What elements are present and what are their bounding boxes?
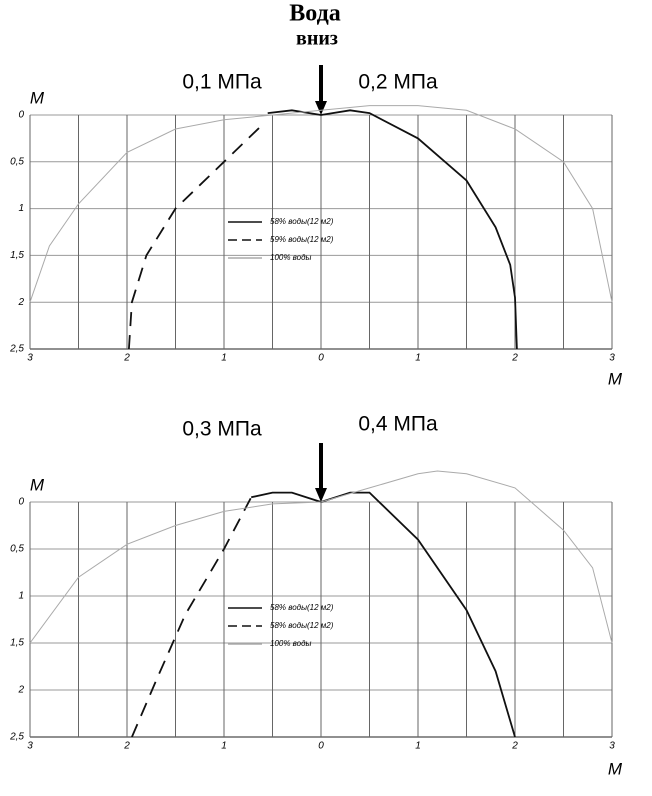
legend-label: 100% воды	[270, 639, 312, 648]
series-line	[131, 496, 252, 738]
annotation: 0,2 МПа	[358, 71, 438, 94]
header-subtitle: вниз	[296, 28, 338, 50]
x-tick-label: 3	[27, 741, 33, 752]
y-tick-label: 0,5	[10, 156, 24, 167]
legend-label: 58% воды(12 м2)	[270, 603, 334, 612]
y-tick-label: 0,5	[10, 544, 24, 555]
series-line	[128, 123, 264, 350]
x-tick-label: 1	[221, 741, 227, 752]
legend-label: 58% воды(12 м2)	[270, 217, 334, 226]
x-tick-label: 0	[318, 353, 324, 364]
legend-label: 59% воды(12 м2)	[270, 235, 334, 244]
x-tick-label: 1	[415, 353, 421, 364]
series-line	[267, 109, 518, 350]
series-line	[29, 105, 613, 303]
annotation: 0,3 МПа	[182, 418, 262, 441]
y-tick-label: 0	[18, 497, 24, 508]
y-tick-label: 1,5	[10, 250, 24, 261]
x-tick-label: 2	[511, 353, 518, 364]
y-tick-label: 1,5	[10, 638, 24, 649]
x-tick-label: 0	[318, 741, 324, 752]
x-tick-label: 2	[511, 741, 518, 752]
x-tick-label: 1	[415, 741, 421, 752]
y-tick-label: 0	[18, 110, 24, 121]
x-tick-label: 1	[221, 353, 227, 364]
y-axis-label: М	[30, 475, 45, 494]
x-axis-label: М	[608, 369, 623, 388]
x-axis-label: М	[608, 759, 623, 778]
y-tick-label: 2	[17, 297, 24, 308]
legend-label: 100% воды	[270, 253, 312, 262]
y-tick-label: 2	[17, 685, 24, 696]
x-tick-label: 3	[609, 353, 615, 364]
x-tick-label: 3	[27, 353, 33, 364]
series-line	[251, 491, 516, 738]
x-tick-label: 3	[609, 741, 615, 752]
y-tick-label: 1	[18, 203, 24, 214]
arrow-head	[315, 101, 327, 115]
y-tick-label: 2,5	[9, 344, 24, 355]
header-title: Вода	[289, 1, 340, 27]
arrow-head	[315, 488, 327, 502]
y-axis-label: М	[30, 88, 45, 107]
x-tick-label: 2	[123, 741, 130, 752]
legend-label: 58% воды(12 м2)	[270, 621, 334, 630]
annotation: 0,1 МПа	[182, 71, 262, 94]
y-tick-label: 1	[18, 591, 24, 602]
y-tick-label: 2,5	[9, 732, 24, 743]
annotation: 0,4 МПа	[358, 413, 438, 436]
x-tick-label: 2	[123, 353, 130, 364]
series-line	[29, 470, 613, 644]
